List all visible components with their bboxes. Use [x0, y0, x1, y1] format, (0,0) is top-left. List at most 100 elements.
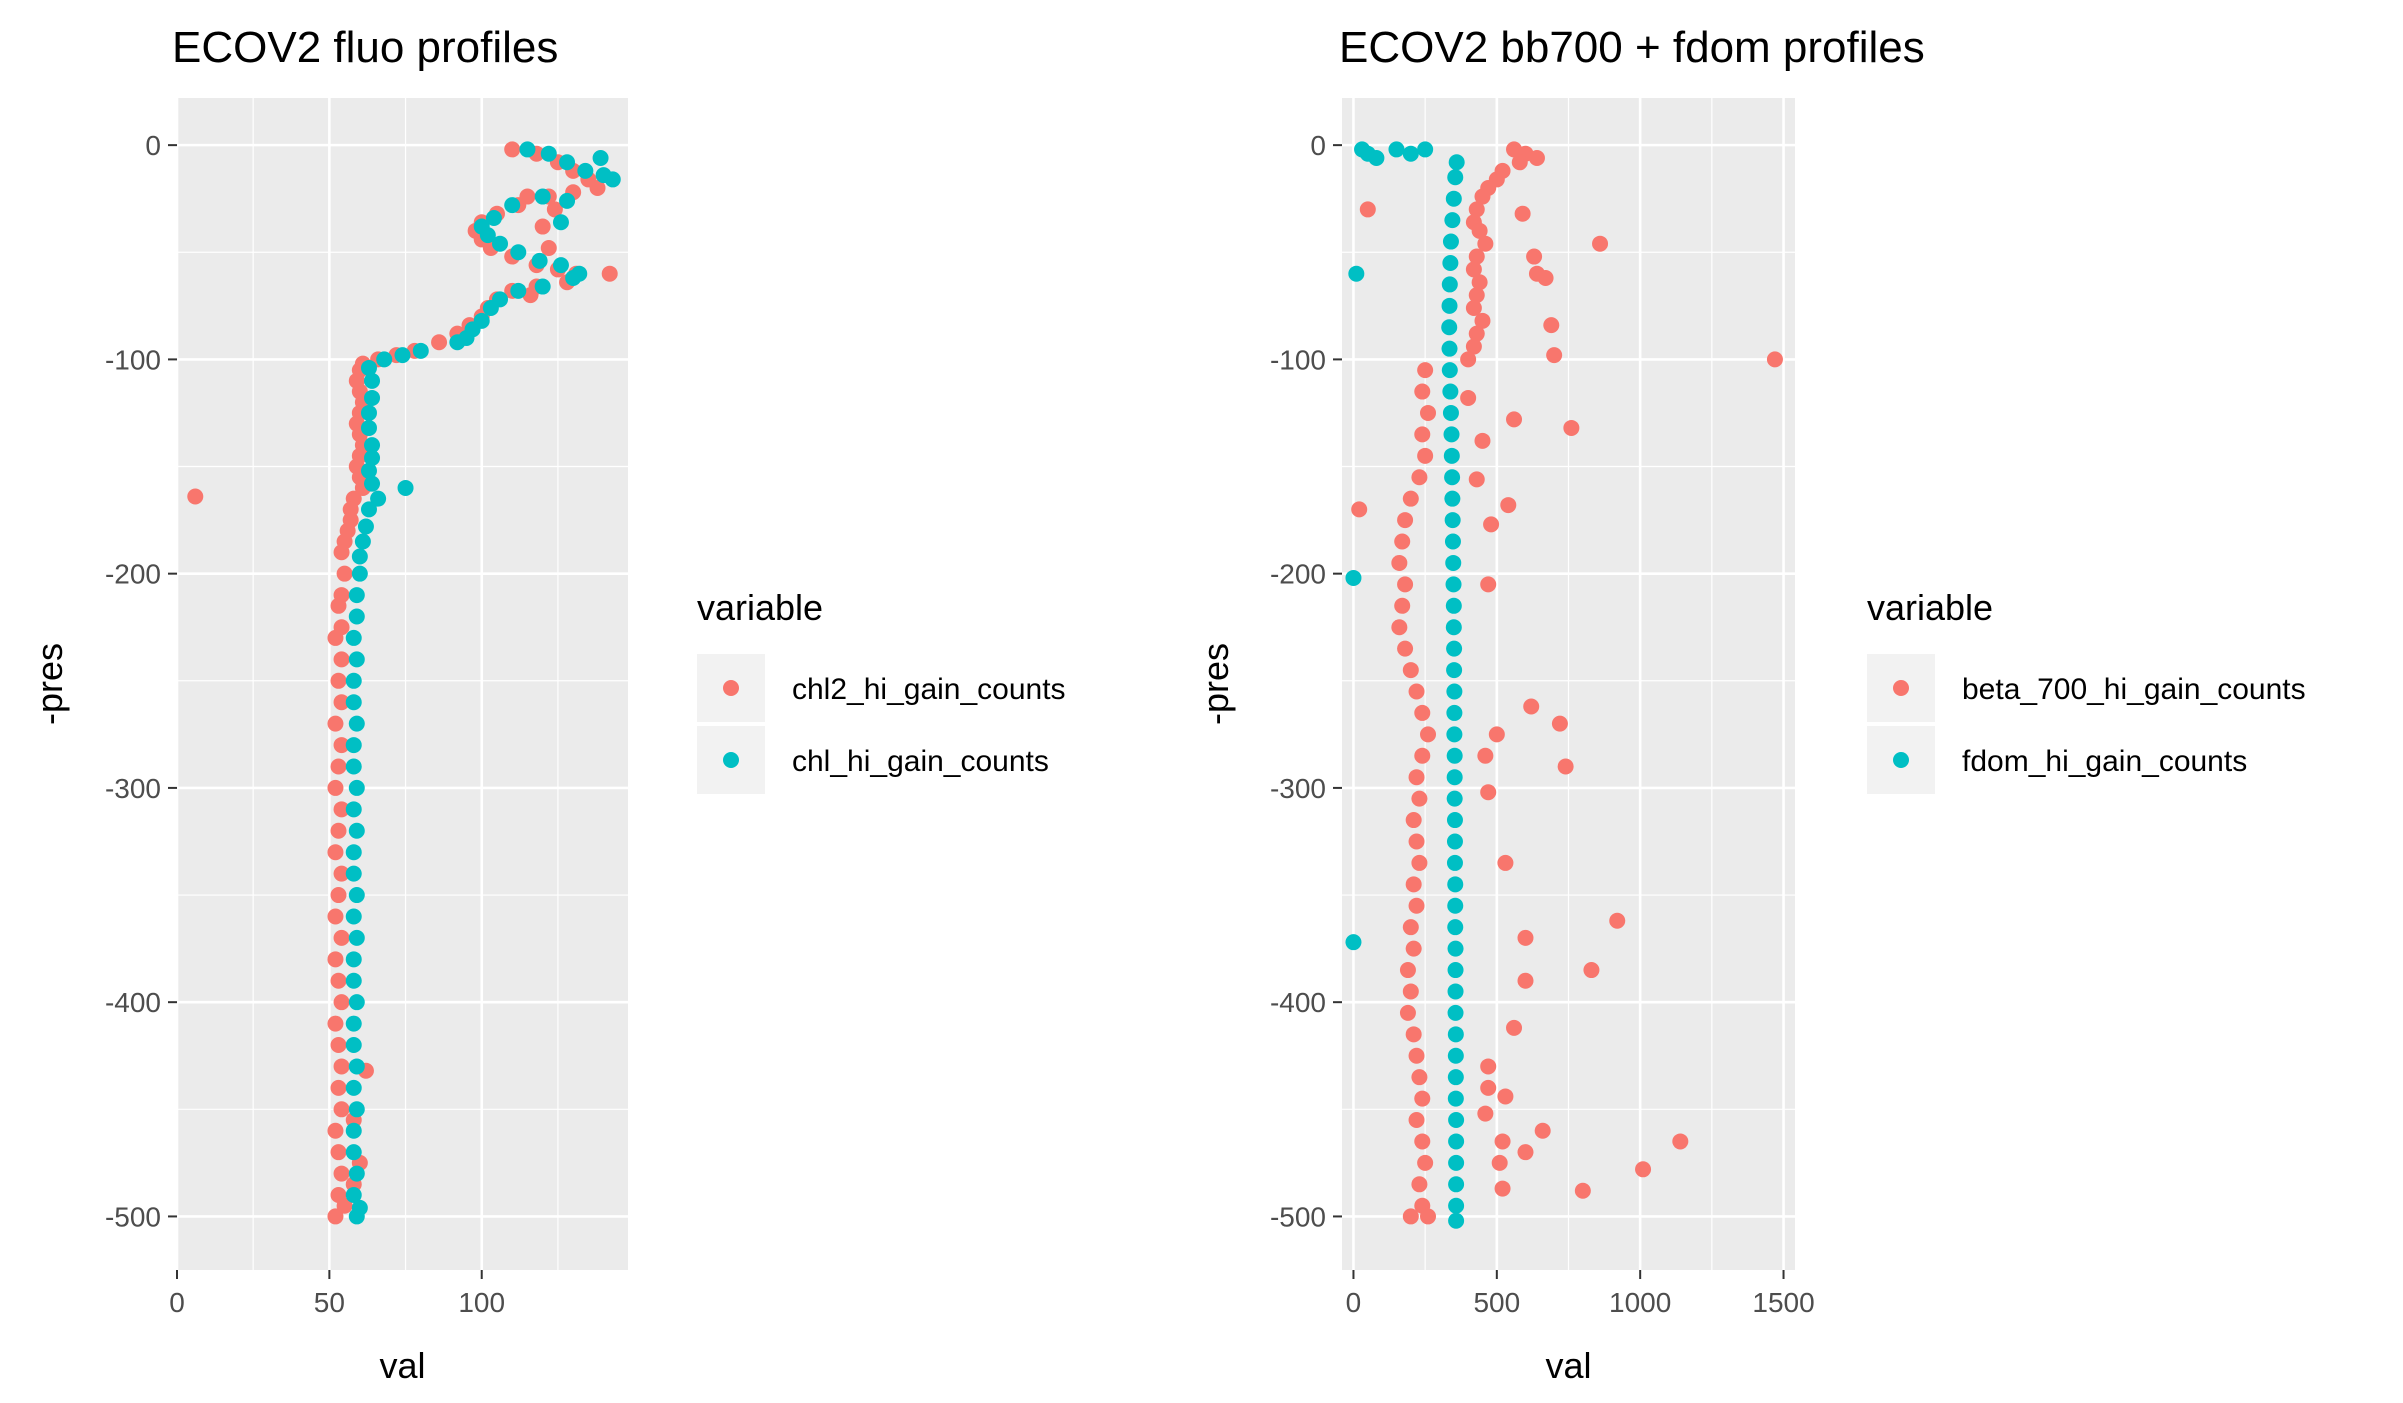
- data-point: [1480, 576, 1497, 593]
- data-point: [330, 672, 347, 689]
- series-1: [187, 141, 618, 1225]
- data-point: [1448, 1197, 1465, 1214]
- plot-panel: [177, 98, 628, 1270]
- data-point: [345, 737, 362, 754]
- data-point: [1411, 469, 1428, 486]
- data-point: [1471, 222, 1488, 239]
- y-tick-label: -300: [1270, 773, 1326, 804]
- data-point: [592, 149, 609, 166]
- data-point: [1388, 141, 1405, 158]
- data-point: [1411, 1176, 1428, 1193]
- data-point: [1460, 351, 1477, 368]
- legend-title: variable: [697, 587, 823, 628]
- data-point: [1551, 715, 1568, 732]
- data-point: [348, 822, 365, 839]
- data-point: [504, 141, 521, 158]
- data-point: [345, 1015, 362, 1032]
- data-point: [327, 1122, 344, 1139]
- y-tick-label: -300: [105, 773, 161, 804]
- data-point: [1465, 261, 1482, 278]
- data-point: [348, 1101, 365, 1118]
- data-point: [1583, 962, 1600, 979]
- data-point: [1446, 704, 1463, 721]
- data-point: [1446, 833, 1463, 850]
- x-tick-label: 0: [1346, 1287, 1362, 1318]
- data-point: [348, 651, 365, 668]
- data-point: [412, 342, 429, 359]
- data-point: [519, 188, 536, 205]
- series-2: [1345, 141, 1465, 1229]
- data-point: [333, 865, 350, 882]
- data-point: [1445, 576, 1462, 593]
- data-point: [1447, 897, 1464, 914]
- data-point: [1447, 983, 1464, 1000]
- data-point: [534, 188, 551, 205]
- data-point: [327, 844, 344, 861]
- data-point: [1394, 597, 1411, 614]
- data-point: [1444, 533, 1461, 550]
- data-point: [348, 608, 365, 625]
- data-point: [1442, 404, 1459, 421]
- data-point: [1402, 919, 1419, 936]
- data-point: [1417, 447, 1434, 464]
- data-point: [1446, 790, 1463, 807]
- data-point: [1468, 471, 1485, 488]
- data-point: [345, 1122, 362, 1139]
- data-point: [577, 162, 594, 179]
- data-point: [1460, 389, 1477, 406]
- data-point: [351, 565, 368, 582]
- data-point: [330, 597, 347, 614]
- data-point: [604, 171, 621, 188]
- data-point: [348, 887, 365, 904]
- data-point: [360, 359, 377, 376]
- data-point: [1443, 447, 1460, 464]
- data-point: [345, 694, 362, 711]
- data-point: [1348, 265, 1365, 282]
- data-point: [1405, 940, 1422, 957]
- data-point: [327, 715, 344, 732]
- data-point: [1474, 432, 1491, 449]
- series-1: [1351, 141, 1783, 1225]
- data-point: [1402, 1208, 1419, 1225]
- data-point: [1477, 1105, 1494, 1122]
- data-point: [1441, 297, 1458, 314]
- data-point: [1408, 1047, 1425, 1064]
- data-point: [333, 1101, 350, 1118]
- data-point: [1474, 188, 1491, 205]
- data-point: [1447, 876, 1464, 893]
- data-point: [540, 145, 557, 162]
- data-point: [364, 475, 381, 492]
- data-point: [1442, 233, 1459, 250]
- legend-entry-label: beta_700_hi_gain_counts: [1962, 673, 2306, 706]
- series-2: [345, 141, 621, 1225]
- data-point: [510, 282, 527, 299]
- data-point: [1402, 662, 1419, 679]
- data-point: [1557, 758, 1574, 775]
- data-point: [1574, 1182, 1591, 1199]
- data-point: [333, 651, 350, 668]
- data-point: [345, 672, 362, 689]
- legend-key-marker: [723, 680, 739, 696]
- data-point: [336, 565, 353, 582]
- data-point: [431, 334, 448, 351]
- data-point: [559, 154, 576, 171]
- data-point: [1408, 897, 1425, 914]
- data-point: [1408, 769, 1425, 786]
- data-point: [333, 737, 350, 754]
- data-point: [1468, 201, 1485, 218]
- data-point: [1465, 299, 1482, 316]
- y-tick-label: -500: [105, 1201, 161, 1232]
- data-point: [589, 179, 606, 196]
- data-point: [1480, 784, 1497, 801]
- data-point: [1448, 1176, 1465, 1193]
- data-point: [519, 141, 536, 158]
- data-point: [1468, 325, 1485, 342]
- data-point: [1447, 1090, 1464, 1107]
- data-point: [1444, 512, 1461, 529]
- data-point: [531, 252, 548, 269]
- y-tick-label: 0: [145, 130, 161, 161]
- data-point: [330, 1144, 347, 1161]
- data-point: [330, 758, 347, 775]
- data-point: [1444, 469, 1461, 486]
